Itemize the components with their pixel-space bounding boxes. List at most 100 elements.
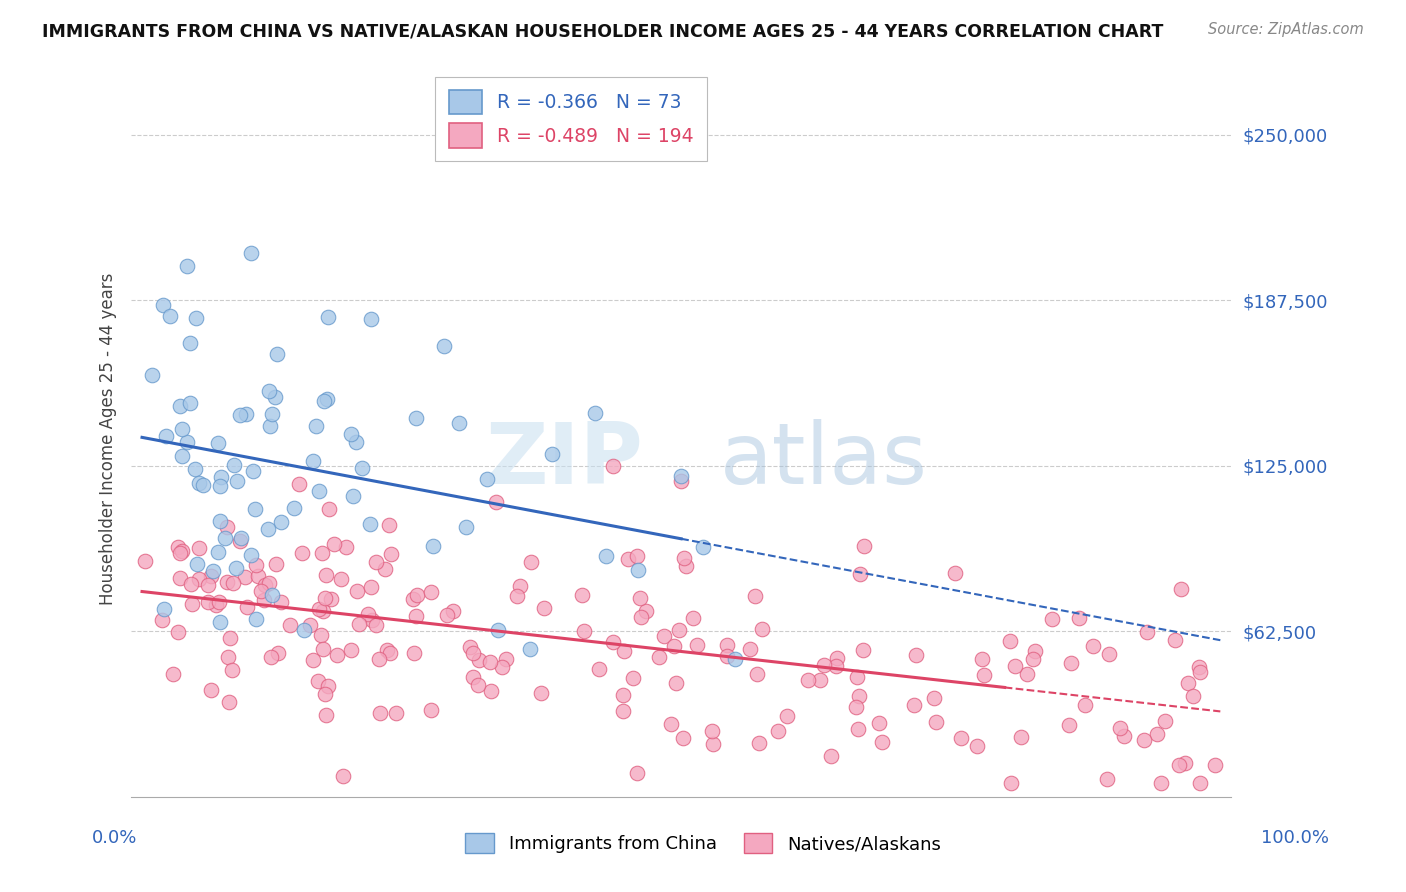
- Point: [312, 394, 335, 409]
- Point: [326, 648, 349, 662]
- Point: [669, 469, 692, 483]
- Point: [344, 434, 367, 449]
- Point: [868, 715, 890, 730]
- Point: [1174, 756, 1197, 771]
- Point: [162, 667, 184, 681]
- Point: [1004, 658, 1026, 673]
- Point: [479, 655, 502, 669]
- Point: [218, 632, 240, 646]
- Point: [436, 607, 458, 622]
- Point: [307, 673, 329, 688]
- Point: [332, 769, 354, 783]
- Point: [475, 472, 498, 486]
- Point: [288, 477, 311, 491]
- Point: [366, 555, 388, 569]
- Point: [716, 649, 738, 664]
- Point: [813, 657, 835, 672]
- Point: [266, 347, 288, 361]
- Point: [672, 731, 695, 745]
- Point: [1000, 634, 1022, 648]
- Text: atlas: atlas: [720, 419, 928, 502]
- Point: [350, 461, 373, 475]
- Point: [1010, 730, 1032, 744]
- Point: [176, 259, 198, 273]
- Text: IMMIGRANTS FROM CHINA VS NATIVE/ALASKAN HOUSEHOLDER INCOME AGES 25 - 44 YEARS CO: IMMIGRANTS FROM CHINA VS NATIVE/ALASKAN …: [42, 22, 1164, 40]
- Point: [221, 663, 243, 677]
- Point: [197, 578, 219, 592]
- Point: [368, 652, 391, 666]
- Point: [222, 576, 245, 591]
- Point: [1083, 640, 1105, 654]
- Point: [402, 592, 425, 607]
- Point: [208, 615, 231, 629]
- Point: [141, 368, 163, 382]
- Point: [1074, 698, 1097, 713]
- Point: [188, 572, 211, 586]
- Point: [669, 474, 692, 488]
- Point: [613, 644, 636, 658]
- Point: [315, 568, 337, 582]
- Point: [588, 662, 610, 676]
- Point: [169, 399, 191, 413]
- Point: [433, 339, 456, 353]
- Point: [205, 599, 228, 613]
- Point: [314, 687, 336, 701]
- Point: [825, 658, 848, 673]
- Point: [724, 652, 747, 666]
- Y-axis label: Householder Income Ages 25 - 44 years: Householder Income Ages 25 - 44 years: [100, 273, 117, 606]
- Point: [664, 639, 686, 653]
- Point: [1040, 612, 1063, 626]
- Point: [167, 625, 190, 640]
- Point: [845, 699, 868, 714]
- Point: [346, 583, 368, 598]
- Point: [322, 537, 344, 551]
- Point: [903, 698, 925, 712]
- Point: [314, 591, 336, 605]
- Point: [357, 607, 380, 621]
- Point: [468, 653, 491, 667]
- Point: [264, 557, 287, 571]
- Point: [260, 650, 283, 665]
- Point: [870, 735, 893, 749]
- Point: [150, 613, 173, 627]
- Point: [184, 311, 207, 326]
- Point: [207, 436, 229, 450]
- Point: [181, 597, 204, 611]
- Point: [970, 652, 993, 666]
- Point: [1177, 675, 1199, 690]
- Point: [685, 638, 707, 652]
- Point: [973, 668, 995, 682]
- Point: [385, 706, 408, 721]
- Point: [405, 609, 427, 624]
- Point: [467, 678, 489, 692]
- Point: [311, 546, 333, 560]
- Point: [193, 478, 215, 492]
- Point: [583, 406, 606, 420]
- Point: [228, 408, 250, 422]
- Point: [1153, 714, 1175, 728]
- Point: [187, 541, 209, 555]
- Text: 0.0%: 0.0%: [91, 829, 136, 847]
- Text: 100.0%: 100.0%: [1261, 829, 1329, 847]
- Point: [187, 476, 209, 491]
- Point: [627, 563, 650, 577]
- Point: [208, 479, 231, 493]
- Point: [291, 546, 314, 560]
- Point: [612, 704, 634, 718]
- Point: [263, 390, 285, 404]
- Point: [766, 723, 789, 738]
- Point: [491, 660, 513, 674]
- Point: [305, 418, 328, 433]
- Point: [257, 523, 280, 537]
- Point: [225, 475, 247, 489]
- Point: [460, 640, 482, 654]
- Point: [775, 708, 797, 723]
- Point: [506, 589, 529, 603]
- Point: [240, 246, 263, 260]
- Point: [595, 549, 617, 564]
- Point: [349, 616, 371, 631]
- Point: [319, 592, 342, 607]
- Point: [179, 396, 201, 410]
- Point: [682, 611, 704, 625]
- Point: [1112, 729, 1135, 743]
